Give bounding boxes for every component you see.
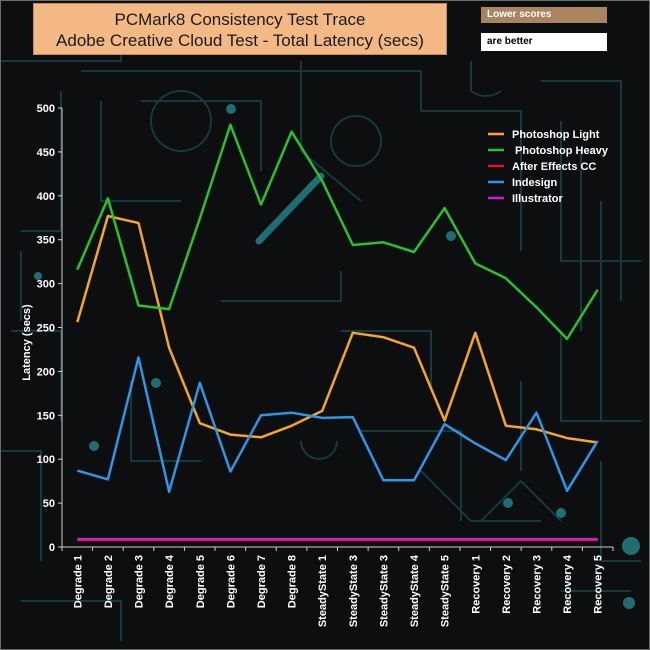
legend-label-indesign: Indesign bbox=[512, 177, 558, 189]
circuit-traces bbox=[1, 40, 641, 641]
legend-label-photoshop-light: Photoshop Light bbox=[512, 129, 600, 141]
x-tick-label: Degrade 8 bbox=[287, 555, 299, 608]
x-tick-label: Degrade 6 bbox=[225, 555, 237, 608]
x-axis-ticks: Degrade 1 Degrade 2 Degrade 3 Degrade 4 Degr… bbox=[61, 547, 614, 627]
x-tick-label: Degrade 7 bbox=[256, 555, 268, 608]
y-tick-label: 250 bbox=[37, 323, 55, 335]
legend-label-illustrator: Illustrator bbox=[512, 193, 563, 205]
note-are-better: are better bbox=[481, 33, 607, 51]
y-tick-label: 50 bbox=[43, 498, 55, 510]
x-tick-label: SteadyState 4 bbox=[409, 554, 421, 627]
y-tick-label: 400 bbox=[37, 191, 55, 203]
note-lower-scores: Lower scores bbox=[481, 7, 607, 23]
legend-label-photoshop-heavy: Photoshop Heavy bbox=[512, 145, 609, 157]
chart-subtitle: Adobe Creative Cloud Test - Total Latenc… bbox=[56, 31, 424, 50]
circuit-pads bbox=[34, 104, 640, 609]
series-line-photoshop-heavy bbox=[76, 123, 599, 341]
y-tick-label: 150 bbox=[37, 410, 55, 422]
x-tick-label: Degrade 1 bbox=[72, 555, 84, 608]
x-tick-label: SteadyState 1 bbox=[317, 555, 329, 627]
y-tick-label: 100 bbox=[37, 454, 55, 466]
series-line-indesign bbox=[76, 356, 599, 493]
y-tick-label: 0 bbox=[49, 542, 55, 554]
x-tick-label: Degrade 2 bbox=[103, 555, 115, 608]
y-tick-label: 200 bbox=[37, 366, 55, 378]
x-tick-label: Recovery 4 bbox=[562, 554, 574, 614]
legend: Photoshop Light Photoshop Heavy After Eff… bbox=[488, 129, 609, 205]
y-axis-ticks: 0 50 100 150 200 250 300 350 400 450 500 bbox=[37, 103, 62, 554]
series-lines bbox=[76, 123, 599, 542]
x-tick-label: SteadyState 5 bbox=[440, 555, 452, 627]
x-tick-label: SteadyState 3 bbox=[348, 555, 360, 627]
series-line-photoshop-light bbox=[76, 214, 598, 444]
x-tick-label: Degrade 3 bbox=[134, 555, 146, 608]
chart-title-box: PCMark8 Consistency Test Trace Adobe Cre… bbox=[33, 3, 447, 55]
x-tick-label: Degrade 5 bbox=[195, 555, 207, 608]
x-tick-label: Recovery 5 bbox=[593, 555, 605, 614]
y-tick-label: 450 bbox=[37, 147, 55, 159]
y-tick-label: 500 bbox=[37, 103, 55, 115]
y-axis-title: Latency (secs) bbox=[21, 304, 33, 381]
x-tick-label: Degrade 4 bbox=[164, 554, 176, 608]
x-tick-label: SteadyState 3 bbox=[378, 555, 390, 627]
chart-title: PCMark8 Consistency Test Trace bbox=[114, 10, 366, 29]
x-tick-label: Recovery 3 bbox=[531, 555, 543, 614]
y-tick-label: 300 bbox=[37, 279, 55, 291]
y-tick-label: 350 bbox=[37, 235, 55, 247]
legend-label-after-effects-cc: After Effects CC bbox=[512, 161, 596, 173]
circuit-bus bbox=[255, 172, 325, 245]
x-tick-label: Recovery 1 bbox=[470, 555, 482, 614]
x-tick-label: Recovery 2 bbox=[501, 555, 513, 614]
